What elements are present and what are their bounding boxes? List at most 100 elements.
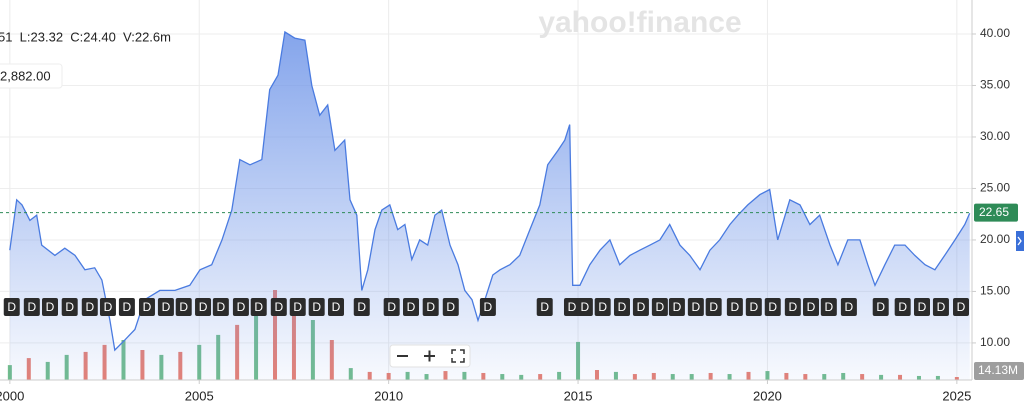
y-tick-label: 15.00 <box>980 284 1010 298</box>
dividend-marker <box>872 298 889 316</box>
x-tick-label: 2025 <box>942 388 971 403</box>
dividend-marker <box>745 298 762 316</box>
dividend-label: D <box>918 300 927 314</box>
dividend-label: D <box>123 300 132 314</box>
dividend-label: D <box>656 300 665 314</box>
dividend-marker <box>613 298 630 316</box>
dividend-marker <box>61 298 78 316</box>
dividend-marker <box>99 298 116 316</box>
dividend-marker <box>308 298 325 316</box>
side-tab-arrow <box>1017 236 1022 246</box>
dividend-label: D <box>581 300 590 314</box>
watermark: yahoo!finance <box>538 6 741 39</box>
overlay-box <box>0 63 63 89</box>
x-tick-label: 2010 <box>374 388 403 403</box>
dividend-label: D <box>484 300 493 314</box>
dividend-marker <box>353 298 370 316</box>
price-area <box>9 31 970 380</box>
dividend-marker <box>138 298 155 316</box>
dividend-marker <box>705 298 722 316</box>
dividend-marker <box>726 298 743 316</box>
dividend-label: D <box>598 300 607 314</box>
y-tick-label: 30.00 <box>980 129 1010 143</box>
dividend-marker <box>803 298 820 316</box>
dividend-label: D <box>692 300 701 314</box>
last-price-label: 22.65 <box>979 205 1009 219</box>
dividend-label: D <box>731 300 740 314</box>
dividend-label: D <box>274 300 283 314</box>
dividend-marker <box>212 298 229 316</box>
dividend-label: D <box>217 300 226 314</box>
last-price-tag <box>974 203 1018 222</box>
dividend-marker <box>687 298 704 316</box>
dividend-label: D <box>237 300 246 314</box>
dividend-marker <box>479 298 496 316</box>
dividend-label: D <box>768 300 777 314</box>
last-volume-tag <box>974 362 1024 380</box>
dividend-label: D <box>540 300 549 314</box>
dividend-marker <box>576 298 593 316</box>
x-tick-label: 2000 <box>0 388 24 403</box>
dividend-marker <box>42 298 59 316</box>
dividend-marker <box>840 298 857 316</box>
last-volume-label: 14.13M <box>978 363 1018 377</box>
dividend-marker <box>894 298 911 316</box>
y-tick-label: 10.00 <box>980 335 1010 349</box>
dividend-marker <box>118 298 135 316</box>
dividend-marker <box>651 298 668 316</box>
dividend-marker <box>250 298 267 316</box>
zoom-controls[interactable] <box>389 344 471 368</box>
fullscreen-icon[interactable] <box>451 349 465 363</box>
dividend-label: D <box>618 300 627 314</box>
dividend-label: D <box>332 300 341 314</box>
dividend-marker <box>327 298 344 316</box>
y-tick-label: 25.00 <box>980 181 1010 195</box>
dividend-label: D <box>104 300 113 314</box>
y-tick-label: 35.00 <box>980 78 1010 92</box>
dividend-marker <box>953 298 970 316</box>
dividend-marker <box>157 298 174 316</box>
dividend-marker <box>932 298 949 316</box>
dividend-label: D <box>807 300 816 314</box>
axis: 10.00 15.00 20.00 25.00 30.00 35.00 40.00 2000 2… <box>0 26 1024 403</box>
side-tab[interactable] <box>1016 231 1024 251</box>
dividend-label: D <box>65 300 74 314</box>
dividend-marker <box>232 298 249 316</box>
dividend-marker <box>563 298 580 316</box>
dividend-marker <box>3 298 20 316</box>
dividend-label: D <box>709 300 718 314</box>
dividend-label: D <box>637 300 646 314</box>
dividend-marker <box>175 298 192 316</box>
y-tick-label: 40.00 <box>980 26 1010 40</box>
dividend-label: D <box>27 300 36 314</box>
x-tick-label: 2015 <box>564 388 593 403</box>
dividend-label: D <box>387 300 396 314</box>
dividend-marker <box>536 298 553 316</box>
dividend-marker <box>422 298 439 316</box>
dividend-label: D <box>788 300 797 314</box>
dividend-marker <box>594 298 611 316</box>
ohlc-text: 51 L:23.32 C:24.40 V:22.6m <box>0 29 171 44</box>
dividend-marker <box>270 298 287 316</box>
dividend-marker <box>632 298 649 316</box>
dividend-label: D <box>749 300 758 314</box>
dividend-marker <box>289 298 306 316</box>
dividend-label: D <box>46 300 55 314</box>
dividend-marker <box>668 298 685 316</box>
x-tick-label: 2005 <box>185 388 214 403</box>
dividend-label: D <box>898 300 907 314</box>
dividend-label: D <box>673 300 682 314</box>
dividend-marker <box>442 298 459 316</box>
dividend-marker <box>195 298 212 316</box>
dividend-marker <box>23 298 40 316</box>
dividend-marker <box>820 298 837 316</box>
dividend-marker <box>383 298 400 316</box>
dividend-label: D <box>568 300 577 314</box>
dividend-label: D <box>876 300 885 314</box>
dividend-label: D <box>7 300 16 314</box>
dividend-marker <box>913 298 930 316</box>
dividend-label: D <box>254 300 263 314</box>
dividend-label: D <box>162 300 171 314</box>
